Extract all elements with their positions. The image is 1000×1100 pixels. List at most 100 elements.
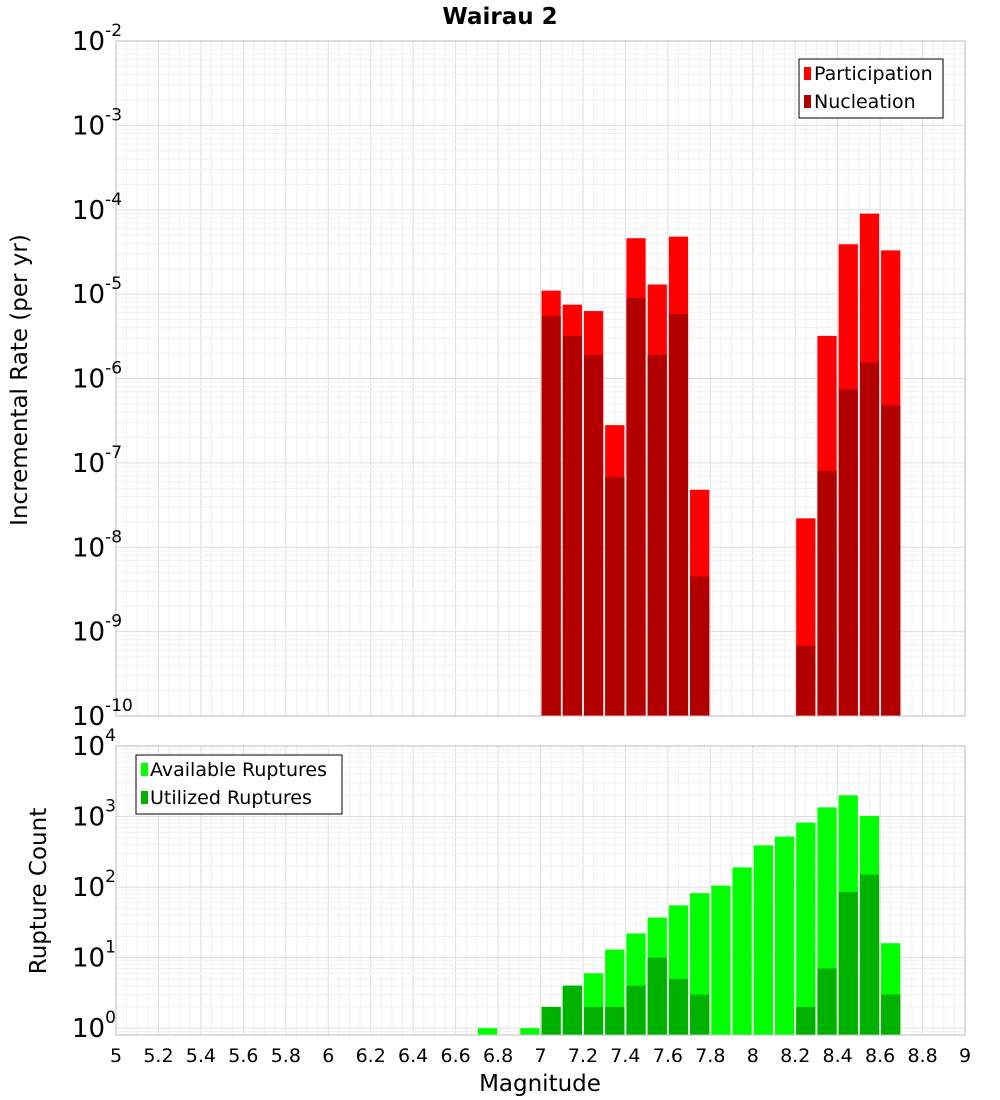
- x-tick-label: 6.4: [398, 1045, 428, 1067]
- bottom-bar-utilized-ruptures: [817, 968, 837, 1035]
- bottom-y-tick-label: 104: [72, 726, 116, 762]
- top-y-tick-base: 10: [72, 280, 105, 310]
- x-tick-label: 6: [322, 1045, 334, 1067]
- bottom-legend: Available Ruptures Utilized Ruptures: [135, 754, 343, 815]
- x-tick-label: 7.2: [568, 1045, 598, 1067]
- top-y-tick-exponent: -3: [105, 105, 122, 125]
- top-bar-nucleation: [583, 354, 604, 716]
- bottom-bar-utilized-ruptures: [881, 994, 901, 1035]
- top-y-tick-exponent: -2: [105, 21, 122, 41]
- bottom-bar-utilized-ruptures: [605, 1006, 625, 1035]
- bottom-bar-utilized-ruptures: [583, 1006, 604, 1035]
- top-y-tick-label: 10-10: [72, 696, 133, 732]
- legend-label-available: Available Ruptures: [150, 759, 327, 781]
- bottom-bar-available-ruptures: [477, 1028, 498, 1035]
- bottom-bar-available-ruptures: [796, 822, 816, 1035]
- bottom-y-tick-exponent: 3: [105, 797, 116, 817]
- bottom-x-ticks: 5 5.2 5.4 5.6 5.8 6 6.2 6.4 6.6 6.8 7 7.2 7.4 7.6 7.8 8…: [110, 1045, 971, 1067]
- top-y-tick-label: 10-6: [72, 359, 122, 395]
- bottom-y-tick-exponent: 1: [105, 938, 116, 958]
- top-bars: [541, 213, 901, 717]
- x-tick-label: 8: [747, 1045, 759, 1067]
- bottom-bar-available-ruptures: [774, 836, 795, 1035]
- x-tick-label: 7.4: [610, 1045, 640, 1067]
- legend-swatch-available: [141, 763, 148, 776]
- legend-label-nucleation: Nucleation: [814, 91, 916, 113]
- top-y-tick-label: 10-3: [72, 105, 122, 141]
- x-tick-label: 7: [534, 1045, 546, 1067]
- x-axis-title: Magnitude: [479, 1071, 601, 1097]
- x-tick-label: 5.2: [143, 1045, 173, 1067]
- legend-label-utilized: Utilized Ruptures: [150, 787, 312, 809]
- top-y-tick-base: 10: [72, 111, 105, 141]
- top-bar-nucleation: [647, 354, 667, 716]
- top-bar-nucleation: [562, 335, 582, 716]
- x-tick-label: 8.8: [907, 1045, 937, 1067]
- bottom-y-tick-base: 10: [72, 1014, 105, 1044]
- bottom-bars: [477, 795, 901, 1035]
- bottom-y-tick-exponent: 2: [105, 867, 116, 887]
- top-y-tick-base: 10: [72, 27, 105, 57]
- bottom-bar-utilized-ruptures: [562, 985, 582, 1035]
- top-y-tick-label: 10-5: [72, 274, 122, 310]
- top-bar-nucleation: [690, 576, 710, 716]
- top-legend-box: [798, 58, 944, 119]
- bottom-legend-box: [135, 754, 343, 815]
- bottom-bar-utilized-ruptures: [796, 1006, 816, 1035]
- top-y-tick-exponent: -9: [105, 612, 122, 632]
- x-tick-label: 7.6: [653, 1045, 683, 1067]
- bottom-bar-utilized-ruptures: [668, 978, 689, 1035]
- top-y-tick-exponent: -7: [105, 443, 122, 463]
- bottom-y-tick-base: 10: [72, 944, 105, 974]
- top-bar-nucleation: [541, 316, 561, 716]
- legend-swatch-nucleation: [804, 95, 811, 108]
- bottom-y-tick-label: 103: [72, 797, 116, 833]
- bottom-bar-utilized-ruptures: [647, 957, 667, 1035]
- x-tick-label: 6.2: [356, 1045, 386, 1067]
- legend-label-participation: Participation: [814, 63, 933, 85]
- x-tick-label: 5.4: [186, 1045, 216, 1067]
- top-y-tick-exponent: -8: [105, 527, 122, 547]
- top-y-tick-label: 10-2: [72, 21, 122, 57]
- top-y-tick-label: 10-8: [72, 527, 122, 563]
- legend-swatch-utilized: [141, 791, 148, 804]
- bottom-bar-utilized-ruptures: [541, 1006, 561, 1035]
- top-bar-nucleation: [668, 314, 689, 716]
- top-y-tick-base: 10: [72, 533, 105, 563]
- bottom-bar-available-ruptures: [753, 845, 773, 1035]
- bottom-y-tick-label: 100: [72, 1008, 116, 1044]
- top-y-tick-label: 10-7: [72, 443, 122, 479]
- top-y-tick-base: 10: [72, 196, 105, 226]
- legend-swatch-participation: [804, 67, 811, 80]
- top-bar-nucleation: [796, 645, 816, 716]
- x-tick-label: 9: [959, 1045, 971, 1067]
- top-bar-nucleation: [838, 389, 858, 716]
- top-y-tick-label: 10-9: [72, 612, 122, 648]
- bottom-y-tick-exponent: 4: [105, 726, 116, 746]
- top-legend: Participation Nucleation: [798, 58, 944, 119]
- bottom-bar-available-ruptures: [711, 885, 731, 1035]
- top-y-tick-base: 10: [72, 618, 105, 648]
- top-y-tick-base: 10: [72, 449, 105, 479]
- bottom-bar-available-ruptures: [732, 867, 752, 1035]
- bottom-y-tick-base: 10: [72, 803, 105, 833]
- top-y-axis-title: Incremental Rate (per yr): [7, 234, 33, 526]
- bottom-y-tick-base: 10: [72, 873, 105, 903]
- top-grid: [115, 41, 966, 717]
- bottom-bar-utilized-ruptures: [859, 874, 880, 1035]
- bottom-bar-available-ruptures: [520, 1028, 540, 1035]
- top-y-tick-label: 10-4: [72, 190, 122, 226]
- x-tick-label: 6.6: [440, 1045, 470, 1067]
- x-tick-label: 8.6: [865, 1045, 895, 1067]
- chart-title: Wairau 2: [442, 4, 557, 30]
- bottom-y-tick-base: 10: [72, 732, 105, 762]
- bottom-y-tick-label: 101: [72, 938, 116, 974]
- bottom-plot-border: [115, 745, 966, 1036]
- x-tick-label: 6.8: [483, 1045, 513, 1067]
- x-tick-label: 8.4: [823, 1045, 853, 1067]
- bottom-bar-utilized-ruptures: [838, 892, 858, 1035]
